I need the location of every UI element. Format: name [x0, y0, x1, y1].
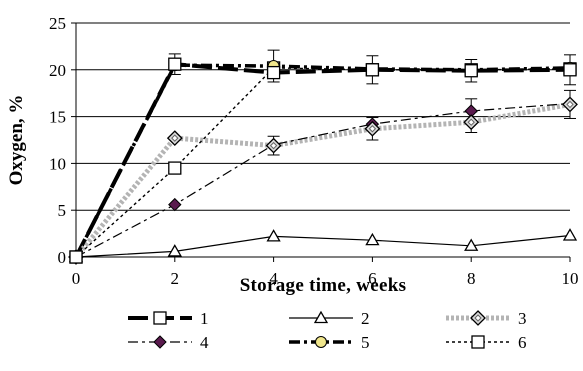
series-2-point	[464, 238, 479, 251]
x-tick-label: 4	[269, 269, 278, 288]
series-3-point	[562, 96, 578, 113]
legend-label-2: 2	[361, 309, 370, 328]
series-5-line	[74, 63, 571, 258]
series-1-point	[168, 57, 182, 71]
series-4-point	[168, 197, 182, 212]
y-tick-label: 20	[49, 61, 66, 80]
series-3-point	[463, 114, 480, 131]
series-6-line	[75, 67, 571, 258]
y-axis-label: Oxygen, %	[6, 95, 27, 186]
legend-marker-1	[153, 311, 167, 325]
x-axis-label: Storage time, weeks	[240, 275, 407, 296]
legend-label-4: 4	[200, 333, 209, 352]
legend-entry-2: 2	[289, 309, 370, 328]
series-2-point	[167, 244, 182, 257]
y-tick-label: 5	[58, 201, 67, 220]
y-tick-labels: 0 5 10 15 20 25	[49, 14, 66, 267]
series-3-point	[265, 137, 282, 154]
x-tick-label: 10	[562, 269, 579, 288]
series-1-point	[69, 250, 83, 264]
legend-label-1: 1	[200, 309, 209, 328]
legend-label-6: 6	[518, 333, 527, 352]
series-3-line	[74, 101, 571, 259]
legend: 1 2 3 4 5 6	[128, 309, 527, 352]
series-1-point	[563, 63, 577, 77]
series-3-point	[166, 130, 183, 147]
x-tick-label: 6	[368, 269, 377, 288]
legend-marker-2	[313, 310, 329, 324]
axes	[71, 22, 571, 262]
legend-marker-3	[470, 310, 486, 326]
legend-entry-1: 1	[128, 309, 209, 328]
x-tick-label: 2	[171, 269, 180, 288]
legend-label-5: 5	[361, 333, 370, 352]
legend-marker-5	[315, 336, 327, 348]
series-2-point	[562, 228, 578, 241]
series-2-point	[365, 232, 380, 246]
legend-marker-6	[471, 335, 485, 349]
series-1-point	[266, 65, 281, 80]
legend-entry-4: 4	[128, 333, 209, 352]
series-2-line	[75, 234, 571, 258]
series-6-point	[168, 161, 182, 175]
legend-marker-4	[153, 335, 167, 349]
x-tick-label: 8	[467, 269, 476, 288]
x-tick-labels: 0 2 4 6 8 10	[72, 269, 579, 288]
series-4-line	[75, 102, 571, 258]
x-tick-label: 0	[72, 269, 81, 288]
y-tick-label: 15	[49, 108, 66, 127]
series-1-point	[464, 64, 478, 78]
y-tick-label: 10	[49, 154, 66, 173]
series-1-point	[365, 63, 380, 77]
legend-entry-5: 5	[289, 333, 370, 352]
legend-entry-6: 6	[446, 333, 527, 352]
series-layer	[68, 49, 578, 265]
y-tick-label: 0	[58, 248, 67, 267]
series-3-point	[364, 120, 381, 137]
series-1-line	[74, 62, 571, 258]
legend-entry-3: 3	[446, 309, 527, 328]
series-2-point	[266, 229, 281, 242]
legend-label-3: 3	[518, 309, 527, 328]
y-tick-label: 25	[49, 14, 66, 33]
